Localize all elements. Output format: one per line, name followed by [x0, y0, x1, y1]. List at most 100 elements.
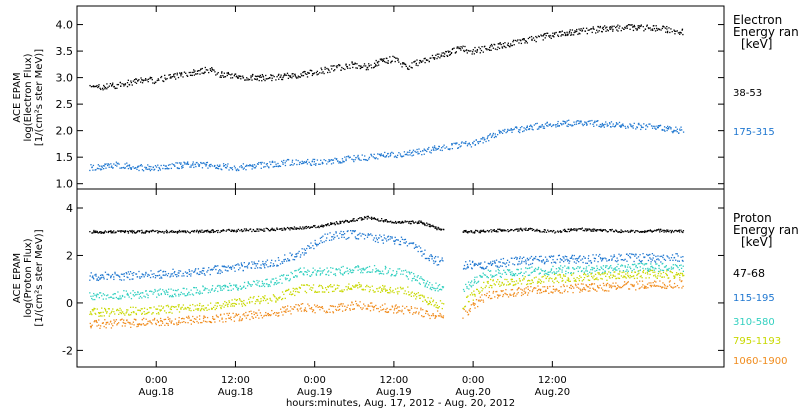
data-point [590, 230, 593, 232]
data-point [182, 304, 185, 306]
data-point [573, 31, 575, 34]
data-point [121, 325, 124, 327]
data-point [120, 273, 123, 275]
data-point [395, 312, 398, 314]
data-point [499, 228, 501, 230]
data-point [166, 167, 168, 169]
data-point [666, 229, 668, 231]
data-point [116, 83, 118, 86]
data-point [398, 221, 401, 223]
data-point [559, 268, 561, 270]
data-point [156, 308, 158, 310]
data-point [432, 148, 435, 150]
data-point [191, 74, 193, 77]
data-point [551, 277, 553, 280]
data-point [351, 301, 353, 303]
data-point [379, 286, 381, 288]
data-point [627, 254, 630, 257]
data-point [245, 228, 247, 230]
data-point [625, 273, 627, 275]
data-point [620, 275, 623, 277]
data-point [328, 159, 330, 161]
data-point [437, 147, 440, 150]
data-point [358, 283, 361, 286]
data-point [609, 229, 611, 231]
data-point [386, 236, 389, 238]
data-point [123, 290, 125, 292]
data-point [89, 311, 92, 313]
data-point [275, 165, 277, 168]
data-point [148, 231, 150, 234]
data-point [212, 229, 214, 231]
data-point [125, 312, 127, 314]
data-point [271, 77, 273, 79]
data-point [313, 225, 315, 228]
data-point [289, 227, 291, 229]
data-point [204, 289, 206, 291]
data-point [111, 273, 114, 276]
data-point [666, 28, 668, 30]
data-point [504, 42, 506, 44]
data-point [232, 288, 234, 290]
data-point [367, 285, 369, 288]
data-point [677, 255, 679, 257]
data-point [297, 291, 299, 293]
data-point [486, 136, 489, 138]
data-point [413, 222, 415, 224]
data-point [145, 168, 147, 170]
data-point [609, 26, 611, 29]
data-point [244, 287, 247, 290]
data-point [559, 274, 562, 276]
data-point [561, 34, 563, 36]
data-point [515, 256, 517, 258]
data-point [564, 275, 567, 277]
data-point [346, 267, 348, 269]
data-point [129, 321, 131, 324]
data-point [155, 322, 157, 325]
data-point [260, 298, 262, 300]
data-point [154, 230, 157, 232]
data-point [557, 230, 559, 232]
data-point [592, 228, 594, 230]
data-point [105, 323, 107, 326]
data-point [627, 127, 629, 129]
data-point [545, 277, 547, 280]
data-point [92, 277, 94, 279]
data-point [470, 50, 472, 52]
data-point [316, 159, 319, 161]
data-point [390, 60, 393, 63]
data-point [228, 312, 230, 315]
data-point [99, 325, 102, 327]
data-point [233, 302, 235, 305]
data-point [674, 33, 676, 35]
data-point [335, 268, 337, 271]
data-point [101, 231, 103, 234]
data-point [152, 319, 154, 321]
data-point [602, 26, 604, 28]
data-point [114, 271, 116, 273]
data-point [148, 274, 150, 276]
data-point [263, 265, 265, 267]
data-point [342, 265, 344, 268]
data-point [146, 323, 148, 325]
data-point [354, 159, 356, 161]
data-point [177, 76, 180, 79]
data-point [143, 324, 146, 326]
data-point [174, 293, 176, 295]
data-point [669, 31, 671, 34]
data-point [242, 163, 245, 165]
data-point [656, 127, 659, 129]
data-point [410, 66, 412, 69]
data-point [290, 254, 293, 257]
data-point [152, 230, 154, 232]
data-point [267, 284, 269, 286]
data-point [671, 230, 673, 232]
data-point [237, 77, 240, 79]
data-point [95, 320, 97, 323]
data-point [167, 306, 170, 308]
data-point [607, 124, 609, 127]
data-point [316, 74, 318, 76]
data-point [542, 230, 544, 233]
data-point [199, 271, 201, 273]
data-point [540, 280, 543, 283]
